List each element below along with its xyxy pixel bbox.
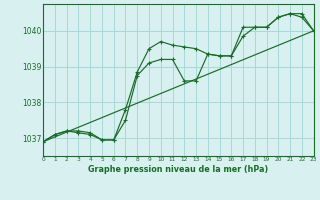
X-axis label: Graphe pression niveau de la mer (hPa): Graphe pression niveau de la mer (hPa)	[88, 165, 268, 174]
